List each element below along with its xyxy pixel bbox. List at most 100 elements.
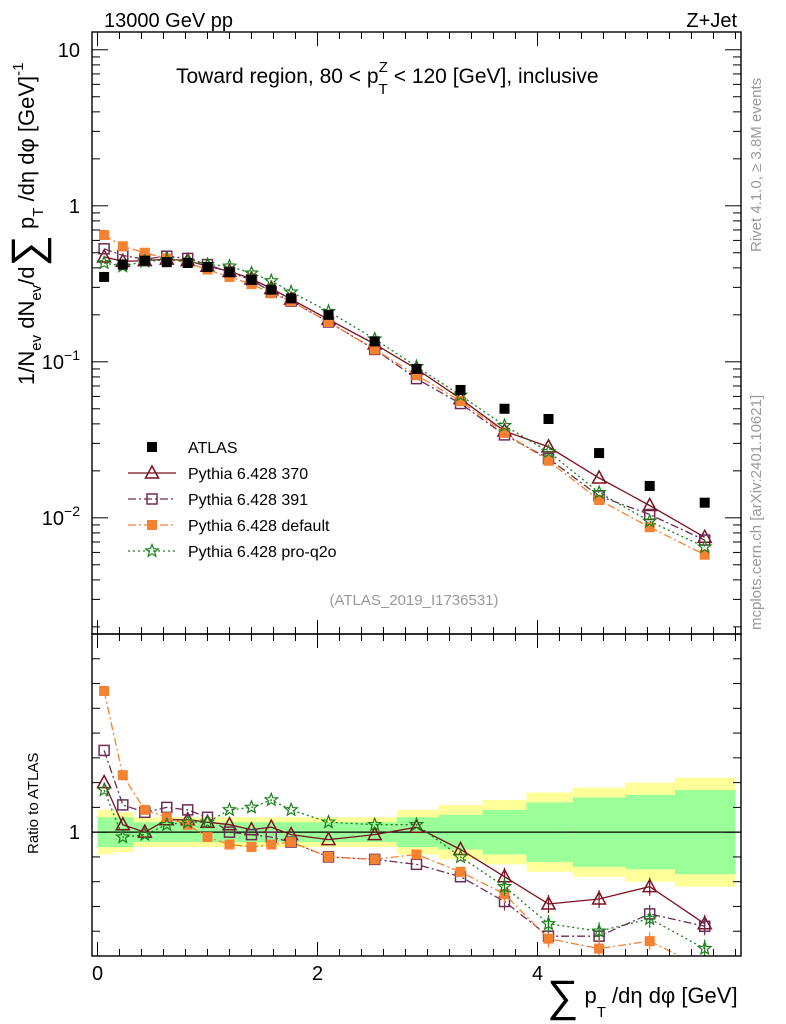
- ratio-point: [245, 828, 258, 841]
- ratio-point: [96, 781, 112, 797]
- ratio-point: [202, 832, 213, 843]
- data-point-atlas: [224, 267, 235, 278]
- ratio-point: [452, 840, 469, 856]
- ratio-point: [696, 940, 713, 956]
- ratio-point: [591, 922, 607, 938]
- ratio-point: [221, 816, 238, 831]
- data-point-atlas: [161, 257, 172, 268]
- x-tick-label: 2: [312, 963, 323, 985]
- x-axis-label: ∑ pT /dη dφ [GeV]: [547, 972, 738, 1021]
- ratio-point: [320, 831, 337, 846]
- ratio-point: [243, 799, 260, 814]
- ratio-series: [96, 685, 713, 956]
- ratio-point: [266, 839, 277, 850]
- data-point-atlas: [182, 257, 193, 268]
- data-point: [96, 254, 112, 270]
- ratio-point: [366, 816, 383, 832]
- legend-label: Pythia 6.428 pro-q2o: [188, 544, 337, 561]
- data-point-atlas: [139, 255, 150, 266]
- ratio-point: [99, 685, 110, 696]
- data-point: [641, 496, 658, 512]
- ratio-point: [594, 943, 605, 954]
- y-tick-label: 10: [58, 40, 80, 62]
- data-point: [643, 508, 656, 521]
- data-point: [263, 272, 280, 288]
- data-point-atlas: [499, 403, 510, 414]
- ratio-point: [641, 910, 658, 926]
- y-axis-label: 1/Nev dNev/d∑ pT /dη dφ [GeV]-1: [3, 63, 52, 385]
- data-point-atlas: [411, 363, 422, 374]
- legend: ATLAS Pythia 6.428 370 Pythia 6.428 391 Pyt…: [128, 440, 337, 561]
- legend-label: Pythia 6.428 370: [188, 466, 308, 483]
- data-point: [699, 549, 710, 560]
- data-point: [411, 370, 422, 381]
- ratio-point: [543, 933, 554, 944]
- data-point: [99, 229, 110, 240]
- data-point: [644, 522, 655, 533]
- data-point-atlas: [543, 413, 554, 424]
- data-point-atlas: [594, 448, 605, 459]
- process-label: Z+Jet: [686, 10, 737, 32]
- analysis-id: (ATLAS_2019_I1736531): [329, 592, 498, 609]
- data-point: [499, 427, 510, 438]
- data-point-atlas: [644, 480, 655, 491]
- data-point-atlas: [699, 497, 710, 508]
- ratio-point: [323, 851, 334, 862]
- data-point: [696, 528, 713, 544]
- ratio-point: [117, 770, 128, 781]
- ratio-point: [320, 813, 337, 829]
- ratio-point: [496, 878, 513, 894]
- ratio-point: [408, 816, 425, 832]
- ratio-point: [540, 895, 557, 910]
- ratio-point: [411, 849, 422, 860]
- ratio-point: [369, 854, 380, 865]
- data-point-atlas: [286, 293, 297, 304]
- ratio-point: [644, 936, 655, 947]
- data-point: [594, 495, 605, 506]
- rivet-label: Rivet 4.1.0, ≥ 3.8M events: [748, 78, 765, 252]
- data-point: [455, 396, 466, 407]
- legend-marker: [144, 542, 160, 558]
- mcplots-label: mcplots.cern.ch [arXiv:2401.10621]: [748, 395, 765, 630]
- x-tick-label: 4: [532, 963, 543, 985]
- data-point: [96, 248, 112, 263]
- main-series: [96, 229, 713, 560]
- ratio-point: [159, 816, 175, 832]
- data-point-atlas: [266, 284, 277, 295]
- ratio-point: [96, 774, 112, 789]
- ratio-point: [201, 811, 214, 824]
- ratio-point: [199, 813, 216, 829]
- y-tick-label: 10−1: [42, 347, 80, 374]
- ratio-point: [137, 826, 153, 842]
- data-point: [591, 469, 607, 484]
- series-line: [103, 259, 705, 548]
- ratio-y-tick-label: 1: [69, 822, 80, 844]
- data-point: [369, 344, 380, 355]
- data-point: [496, 417, 513, 433]
- ratio-point: [263, 791, 280, 807]
- ratio-point: [286, 837, 297, 848]
- data-point: [543, 455, 554, 466]
- x-tick-label: 0: [92, 963, 103, 985]
- ratio-point: [115, 828, 131, 844]
- y-tick-label: 1: [69, 196, 80, 218]
- data-point-atlas: [323, 309, 334, 320]
- legend-marker: [147, 520, 157, 530]
- data-point-atlas: [117, 259, 128, 270]
- ratio-point: [139, 804, 150, 815]
- data-point: [98, 243, 110, 255]
- data-point-atlas: [455, 384, 466, 395]
- ratio-point: [221, 801, 238, 817]
- ratio-y-axis-label: Ratio to ATLAS: [25, 753, 42, 854]
- data-point: [540, 443, 557, 459]
- ratio-point: [591, 890, 607, 905]
- chart-title: Toward region, 80 < pTZ < 120 [GeV], inc…: [176, 59, 599, 98]
- ratio-point: [199, 813, 216, 828]
- data-point: [139, 247, 150, 258]
- legend-marker: [146, 493, 158, 505]
- ratio-point: [698, 920, 711, 933]
- ratio-panel-frame: [91, 633, 742, 957]
- data-point: [698, 534, 711, 546]
- data-point: [696, 538, 713, 554]
